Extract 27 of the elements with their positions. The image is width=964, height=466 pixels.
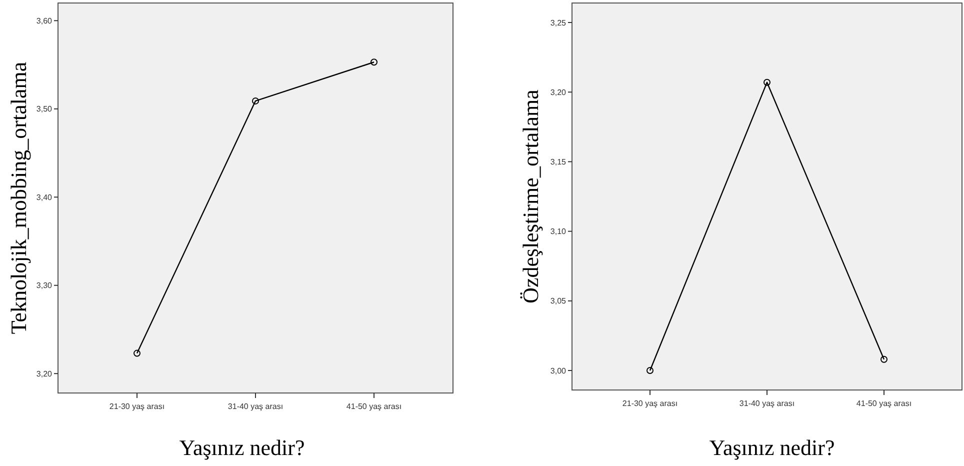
y-tick-label: 3,20 (550, 88, 567, 97)
y-tick-label: 3,20 (36, 369, 53, 378)
y-axis-title: Teknolojik_mobbing_ortalama (6, 62, 31, 334)
x-tick-label: 31-40 yaş arası (739, 399, 795, 408)
y-tick-label: 3,05 (550, 296, 567, 306)
point (646, 367, 654, 374)
x-axis-title: Yaşınız nedir? (179, 435, 305, 460)
x-tick-label: 41-50 yaş arası (856, 399, 912, 408)
y-tick-label: 3,25 (550, 18, 567, 28)
y-tick-label: 3,40 (36, 192, 53, 202)
point (370, 58, 378, 66)
x-tick-label: 21-30 yaş arası (622, 399, 678, 408)
y-tick-label: 3,60 (36, 16, 53, 26)
x-axis-title: Yaşınız nedir? (709, 435, 835, 460)
point (134, 350, 140, 357)
y-axis-title: Özdeşleştirme_ortalama (518, 89, 543, 304)
y-tick-label: 3,30 (36, 281, 53, 290)
y-tick-label: 3,10 (550, 227, 567, 236)
y-tick-label: 3,15 (550, 158, 567, 166)
point (252, 97, 259, 104)
x-tick-label: 21-30 yaş arası (109, 402, 165, 411)
y-tick-label: 3,00 (550, 366, 567, 376)
y-tick-label: 3,50 (36, 104, 53, 114)
point (880, 356, 888, 363)
point (764, 78, 770, 86)
x-tick-label: 41-50 yaş arası (346, 402, 402, 411)
x-tick-label: 31-40 yaş arası (228, 402, 284, 411)
